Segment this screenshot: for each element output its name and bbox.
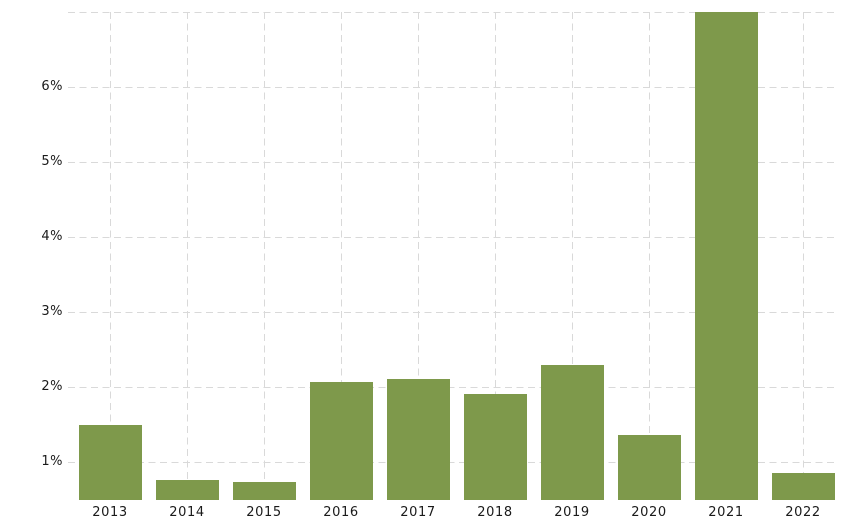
- bar-2015: [232, 482, 296, 500]
- bar-2021: [694, 12, 758, 500]
- bar-2016: [309, 381, 373, 500]
- x-axis-label-2014: 2014: [169, 505, 205, 520]
- x-axis-label-2013: 2013: [92, 505, 128, 520]
- x-axis-label-2019: 2019: [554, 505, 590, 520]
- x-axis-label-2021: 2021: [708, 505, 744, 520]
- bar-2022: [771, 472, 835, 500]
- bar-2013: [78, 424, 142, 500]
- x-axis-label-2022: 2022: [785, 505, 821, 520]
- bar-2020: [617, 435, 681, 500]
- y-axis-label-3pct: 3%: [41, 304, 63, 319]
- y-axis-label-2pct: 2%: [41, 379, 63, 394]
- y-axis-label-5pct: 5%: [41, 154, 63, 169]
- y-axis-label-1pct: 1%: [41, 454, 63, 469]
- y-axis-label-6pct: 6%: [41, 79, 63, 94]
- x-axis-label-2020: 2020: [631, 505, 667, 520]
- bar-2014: [155, 480, 219, 500]
- y-axis-label-4pct: 4%: [41, 229, 63, 244]
- bar-2019: [540, 365, 604, 500]
- x-axis-label-2016: 2016: [323, 505, 359, 520]
- bar-2018: [463, 393, 527, 500]
- bar-2017: [386, 378, 450, 500]
- x-axis-label-2017: 2017: [400, 505, 436, 520]
- x-axis-label-2018: 2018: [477, 505, 513, 520]
- x-axis-label-2015: 2015: [246, 505, 282, 520]
